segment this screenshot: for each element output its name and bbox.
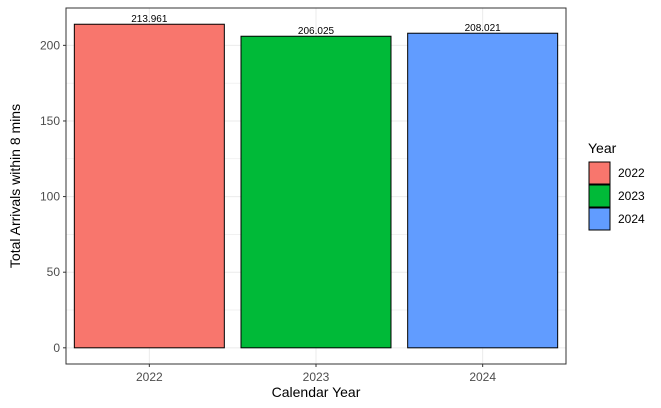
legend-key-2024 (588, 207, 611, 231)
legend-title: Year (588, 140, 617, 156)
bars: 213.961 206.025 208.021 (73, 14, 559, 349)
legend-key-2022 (588, 161, 611, 185)
bar-value-label: 206.025 (298, 26, 335, 37)
y-tick-label: 200 (40, 38, 60, 52)
legend-key-2023 (588, 184, 611, 208)
bar-value-label: 213.961 (131, 14, 168, 25)
x-tick-label: 2022 (136, 370, 163, 384)
y-axis-title: Total Arrivals within 8 mins (7, 104, 23, 268)
legend: Year 2022 2023 2024 (588, 140, 645, 231)
x-tick-label: 2024 (469, 370, 496, 384)
y-axis-ticks: 0 50 100 150 200 (40, 38, 66, 355)
x-tick-label: 2023 (303, 370, 330, 384)
legend-label: 2024 (618, 212, 645, 226)
bar-2022 (73, 23, 225, 349)
bar-2024 (407, 32, 559, 349)
legend-label: 2023 (618, 189, 645, 203)
x-axis-title: Calendar Year (272, 384, 361, 400)
bar-2023 (240, 35, 392, 349)
y-tick-label: 0 (53, 341, 60, 355)
legend-label: 2022 (618, 166, 645, 180)
legend-items: 2022 2023 2024 (588, 161, 645, 231)
bar-value-label: 208.021 (465, 23, 502, 34)
x-axis-ticks: 2022 2023 2024 (136, 364, 496, 384)
y-tick-label: 100 (40, 190, 60, 204)
y-tick-label: 50 (47, 265, 61, 279)
y-tick-label: 150 (40, 114, 60, 128)
